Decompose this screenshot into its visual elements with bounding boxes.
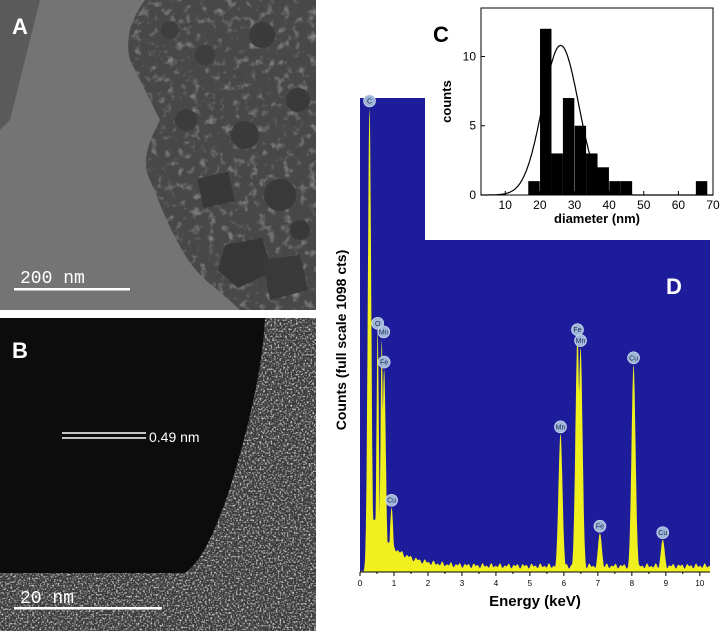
peak-label: Fe <box>593 519 607 533</box>
histogram-x-tick-label: 50 <box>637 198 651 212</box>
lattice-spacing-marker <box>62 432 146 439</box>
peak-label: Cu <box>385 493 398 507</box>
peak-element-label: Cu <box>658 530 667 537</box>
panel-b-scale-bar <box>14 607 162 610</box>
peak-marker <box>371 316 384 330</box>
lattice-spacing-label: 0.49 nm <box>149 429 200 445</box>
peak-marker <box>656 526 670 539</box>
peak-element-label: Fe <box>380 360 388 367</box>
histogram-bar <box>562 98 575 195</box>
peak-element-label: O <box>375 321 381 328</box>
eds-x-tick-label: 10 <box>695 579 704 588</box>
peak-label: Mn <box>574 334 587 347</box>
eds-x-tick-label: 1 <box>392 579 397 588</box>
histogram-y-tick-label: 5 <box>469 119 476 133</box>
eds-x-tick-label: 9 <box>664 579 669 588</box>
panel-b-letter: B <box>12 338 28 363</box>
peak-element-label: Fe <box>596 524 604 531</box>
tem-image-b-picture: B 0.49 nm 20 nm <box>0 318 316 631</box>
histogram-bar <box>609 181 621 195</box>
eds-x-tick-label: 4 <box>494 579 499 588</box>
histogram-x-tick-label: 40 <box>602 198 616 212</box>
panel-b-scale-label: 20 nm <box>20 589 74 609</box>
peak-label: Cu <box>627 351 640 365</box>
peak-marker <box>593 519 607 533</box>
eds-x-tick-label: 5 <box>528 579 533 588</box>
histogram-bar <box>695 181 708 195</box>
peak-element-label: Mn <box>556 424 566 431</box>
panel-a-scale-bar <box>14 288 130 291</box>
eds-x-tick-label: 8 <box>630 579 635 588</box>
peak-label: Mn <box>554 420 567 434</box>
peak-marker <box>377 325 391 339</box>
peak-element-label: Cu <box>387 498 396 505</box>
peak-element-label: Mn <box>576 338 586 345</box>
histogram-bar <box>574 125 587 195</box>
histogram-bar <box>586 153 598 195</box>
peak-label: Fe <box>377 355 391 369</box>
peak-marker <box>385 493 398 507</box>
peak-marker <box>554 420 567 434</box>
peak-marker <box>574 334 587 347</box>
peak-element-label: Fe <box>573 327 581 334</box>
histogram-x-tick-label: 70 <box>706 198 720 212</box>
histogram-x-axis-label: diameter (nm) <box>554 211 640 226</box>
eds-x-tick-label: 7 <box>596 579 601 588</box>
histogram-x-tick-label: 60 <box>672 198 686 212</box>
panel-d-letter: D <box>666 274 682 299</box>
histogram-bar <box>540 28 552 196</box>
peak-marker <box>377 355 391 369</box>
peak-label: O <box>371 316 384 330</box>
panel-c-letter: C <box>433 22 449 47</box>
peak-element-label: Cu <box>629 355 638 362</box>
histogram-y-tick-label: 0 <box>469 188 476 202</box>
histogram-x-tick-label: 20 <box>533 198 547 212</box>
eds-x-tick-label: 2 <box>426 579 431 588</box>
eds-x-tick-label: 6 <box>562 579 567 588</box>
histogram-x-tick-label: 10 <box>499 198 513 212</box>
histogram-bar <box>551 153 563 195</box>
eds-x-tick-label: 0 <box>358 579 363 588</box>
peak-label: Mn <box>377 325 391 339</box>
tem-image-b: B 0.49 nm 20 nm <box>0 318 316 631</box>
histogram-y-axis-label: counts <box>439 80 454 123</box>
peak-marker <box>627 351 640 365</box>
peak-label: Cu <box>656 526 670 539</box>
histogram-bar <box>528 181 540 195</box>
tem-image-a: A 200 nm <box>0 0 316 310</box>
histogram-frame <box>480 7 714 196</box>
peak-label: Fe <box>571 323 584 337</box>
eds-y-axis-label: Counts (full scale 1098 cts) <box>333 250 349 431</box>
panel-a-letter: A <box>12 14 28 39</box>
peak-marker <box>363 94 376 108</box>
peak-label: C <box>363 94 376 108</box>
histogram-bar <box>597 167 609 195</box>
peak-element-label: Mn <box>379 329 389 336</box>
panel-a-scale-label: 200 nm <box>20 269 85 289</box>
eds-x-axis-label: Energy (keV) <box>489 593 581 610</box>
size-histogram-chart: C 10 20 30 40 50 60 70 0 5 10 diameter (nm) count… <box>425 0 722 240</box>
tem-image-a-picture: A 200 nm <box>0 0 316 310</box>
peak-element-label: C <box>367 98 372 105</box>
histogram-bar <box>620 181 633 195</box>
eds-x-tick-label: 3 <box>460 579 465 588</box>
histogram-x-tick-label: 30 <box>568 198 582 212</box>
size-histogram-panel: C 10 20 30 40 50 60 70 0 5 10 diameter (nm) count… <box>425 0 722 240</box>
histogram-y-tick-label: 10 <box>463 49 477 63</box>
